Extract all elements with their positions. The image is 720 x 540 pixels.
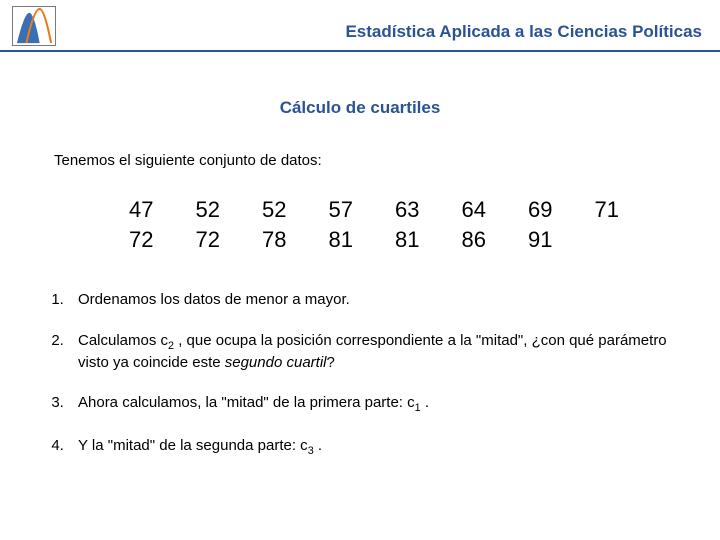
data-cell: 86: [441, 225, 508, 255]
step-text: Y la "mitad" de la segunda parte: c: [78, 437, 308, 454]
data-cell: 72: [175, 225, 242, 255]
step-text: Ahora calculamos, la "mitad" de la prime…: [78, 394, 415, 411]
data-cell: 52: [175, 195, 242, 225]
data-grid: 47 52 52 57 63 64 69 71 72 72 78 81 81 8…: [108, 195, 640, 254]
step-text: .: [421, 394, 429, 411]
data-cell: 71: [574, 195, 641, 225]
data-cell: 52: [241, 195, 308, 225]
data-cell: 57: [308, 195, 375, 225]
intro-text: Tenemos el siguiente conjunto de datos:: [54, 152, 720, 169]
step-item: Y la "mitad" de la segunda parte: c3 .: [68, 436, 680, 459]
data-cell: 81: [374, 225, 441, 255]
data-cell: [574, 225, 641, 255]
data-cell: 81: [308, 225, 375, 255]
step-text: Ordenamos los datos de menor a mayor.: [78, 291, 350, 308]
step-item: Ahora calculamos, la "mitad" de la prime…: [68, 393, 680, 416]
steps-list: Ordenamos los datos de menor a mayor. Ca…: [68, 290, 680, 458]
data-cell: 63: [374, 195, 441, 225]
slide-header: Estadística Aplicada a las Ciencias Polí…: [0, 0, 720, 52]
data-cell: 47: [108, 195, 175, 225]
data-cell: 78: [241, 225, 308, 255]
step-text: ?: [326, 354, 334, 371]
data-cell: 91: [507, 225, 574, 255]
step-text: Calculamos c: [78, 332, 168, 349]
step-text: .: [314, 437, 322, 454]
slide-title: Cálculo de cuartiles: [0, 98, 720, 118]
logo-icon: [12, 6, 56, 46]
step-item: Calculamos c2 , que ocupa la posición co…: [68, 331, 680, 374]
data-cell: 64: [441, 195, 508, 225]
step-italic: segundo cuartil: [225, 354, 327, 371]
data-cell: 69: [507, 195, 574, 225]
data-cell: 72: [108, 225, 175, 255]
step-item: Ordenamos los datos de menor a mayor.: [68, 290, 680, 310]
course-title: Estadística Aplicada a las Ciencias Polí…: [345, 22, 702, 46]
